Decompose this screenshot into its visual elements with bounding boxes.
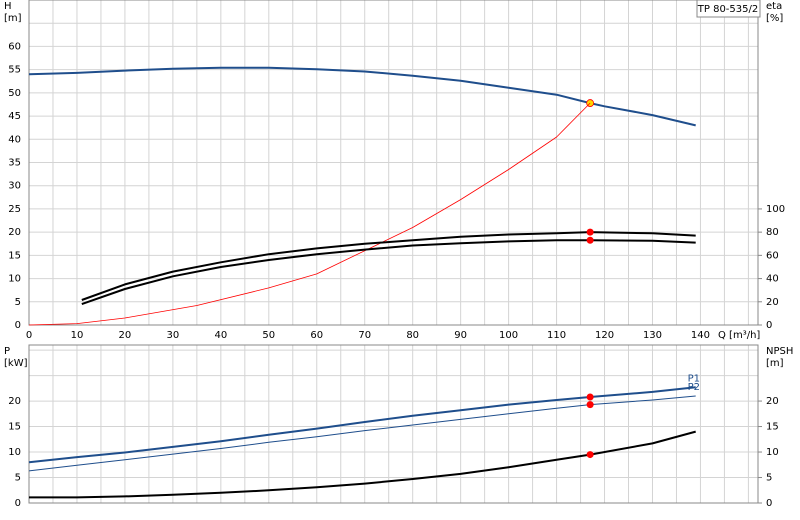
y2-axis-label: [m] — [766, 358, 784, 369]
y-tick-label: 30 — [8, 181, 21, 192]
series-label: P2 — [688, 382, 700, 393]
y-tick-label: 20 — [8, 227, 21, 238]
y-tick-label: 40 — [8, 134, 21, 145]
y-axis-label: [kW] — [4, 358, 28, 369]
y2-axis-label: [%] — [766, 13, 783, 24]
x-tick-label: 130 — [643, 330, 662, 341]
y-tick-label: 25 — [8, 204, 21, 215]
series-line — [81, 239, 696, 306]
x-tick-label: 100 — [499, 330, 518, 341]
x-tick-label: 90 — [454, 330, 467, 341]
duty-point — [586, 451, 594, 459]
duty-point — [586, 393, 594, 401]
y2-tick-label: 0 — [766, 320, 772, 331]
series-label: P1 — [688, 373, 700, 384]
x-tick-label: 50 — [262, 330, 275, 341]
series-line — [28, 386, 696, 464]
chart-title: TP 80-535/2 — [697, 4, 758, 15]
duty-point — [586, 236, 594, 244]
x-tick-label: 110 — [547, 330, 566, 341]
y2-tick-label: 100 — [766, 204, 785, 215]
y-tick-label: 0 — [15, 498, 21, 509]
y-tick-label: 45 — [8, 111, 21, 122]
y2-axis-label: NPSH — [766, 346, 793, 357]
x-tick-label: 40 — [214, 330, 227, 341]
y2-tick-label: 80 — [766, 227, 779, 238]
y2-tick-label: 20 — [766, 396, 779, 407]
y2-tick-label: 0 — [766, 498, 772, 509]
y-tick-label: 0 — [15, 320, 21, 331]
y2-tick-label: 5 — [766, 473, 772, 484]
y-tick-label: 10 — [8, 447, 21, 458]
y-tick-label: 5 — [15, 297, 21, 308]
x-tick-label: 60 — [310, 330, 323, 341]
x-tick-label: 0 — [26, 330, 32, 341]
y2-tick-label: 10 — [766, 447, 779, 458]
series-line — [28, 102, 591, 326]
x-tick-label: 20 — [119, 330, 132, 341]
x-axis-label: Q [m³/h] — [718, 330, 760, 341]
plot-frame — [28, 0, 759, 326]
y-tick-label: 50 — [8, 88, 21, 99]
x-tick-label: 70 — [358, 330, 371, 341]
y2-tick-label: 15 — [766, 422, 779, 433]
duty-point — [586, 401, 594, 409]
series-line — [81, 231, 696, 301]
series-line — [28, 395, 696, 472]
x-tick-label: 30 — [167, 330, 180, 341]
series-line — [28, 66, 696, 127]
x-tick-label: 10 — [71, 330, 84, 341]
y-tick-label: 35 — [8, 158, 21, 169]
title-box — [696, 0, 761, 18]
y-tick-label: 15 — [8, 250, 21, 261]
y-tick-label: 55 — [8, 65, 21, 76]
y-tick-label: 15 — [8, 422, 21, 433]
y-tick-label: 5 — [15, 473, 21, 484]
y2-tick-label: 40 — [766, 274, 779, 285]
y-tick-label: 10 — [8, 274, 21, 285]
y2-tick-label: 60 — [766, 250, 779, 261]
x-tick-label: 140 — [691, 330, 710, 341]
plot-frame — [28, 344, 759, 504]
x-tick-label: 120 — [595, 330, 614, 341]
series-line — [29, 430, 696, 499]
y-tick-label: 60 — [8, 41, 21, 52]
x-tick-label: 80 — [406, 330, 419, 341]
y-axis-label: H — [4, 1, 12, 12]
y2-axis-label: eta — [766, 1, 782, 12]
y-axis-label: [m] — [4, 13, 22, 24]
duty-point — [586, 228, 594, 236]
y2-tick-label: 20 — [766, 297, 779, 308]
y-tick-label: 20 — [8, 396, 21, 407]
y-axis-label: P — [4, 346, 10, 357]
